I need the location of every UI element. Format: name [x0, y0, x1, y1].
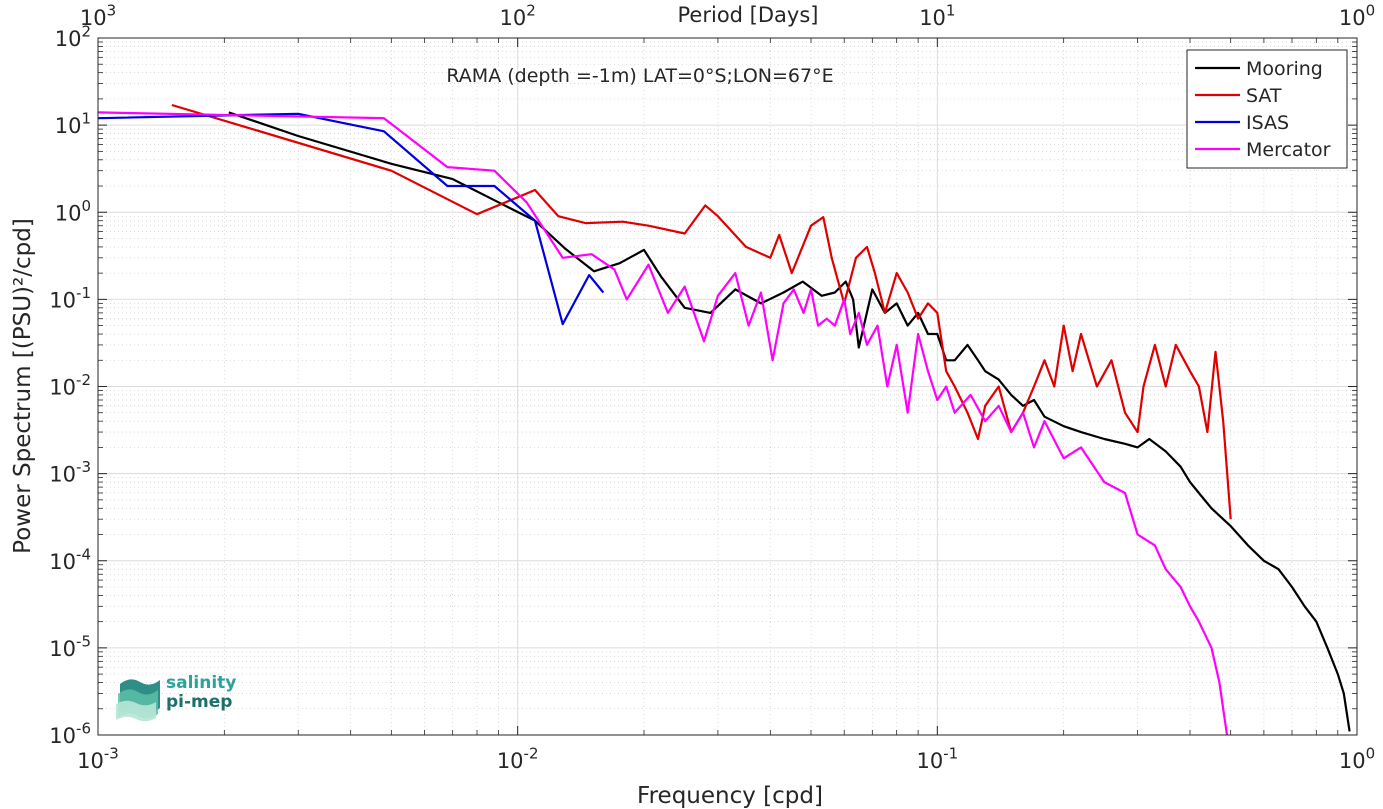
- series-line-sat: [171, 103, 1232, 520]
- x-axis-title: Frequency [cpd]: [637, 783, 823, 809]
- waves-logo-icon: [116, 679, 160, 722]
- y-tick-label: 100: [55, 197, 91, 225]
- logo-line2: pi-mep: [166, 692, 233, 712]
- x-tick-label: 100: [1339, 745, 1375, 773]
- y-tick-label: 101: [55, 110, 91, 138]
- logo-line1: salinity: [166, 673, 237, 693]
- legend: Mooring SAT ISAS Mercator: [1186, 49, 1348, 169]
- legend-label-mercator: Mercator: [1246, 139, 1331, 161]
- x-top-tick-label: 101: [919, 2, 955, 30]
- x-top-tick-label: 103: [80, 2, 116, 30]
- top-axis-title: Period [Days]: [678, 3, 819, 27]
- x-top-tick-label: 100: [1339, 2, 1375, 30]
- chart-title: RAMA (depth =-1m) LAT=0°S;LON=67°E: [446, 65, 833, 87]
- y-tick-label: 102: [55, 23, 91, 51]
- x-tick-label: 10-2: [497, 745, 539, 773]
- y-tick-label: 10-3: [49, 458, 91, 486]
- series-line-mercator: [97, 111, 1229, 736]
- y-tick-label: 10-2: [49, 371, 91, 399]
- legend-label-mooring: Mooring: [1246, 58, 1323, 80]
- y-tick-label: 10-5: [49, 632, 91, 660]
- legend-label-isas: ISAS: [1246, 112, 1289, 134]
- legend-label-sat: SAT: [1246, 85, 1282, 107]
- y-tick-label: 10-1: [49, 284, 91, 312]
- series-line-mooring: [228, 111, 1351, 732]
- series-line-isas: [97, 112, 605, 326]
- legend-box: [1186, 49, 1348, 169]
- x-tick-label: 10-1: [916, 745, 958, 773]
- y-tick-label: 10-6: [49, 720, 91, 748]
- salinity-pi-mep-logo: salinity pi-mep: [116, 672, 246, 722]
- x-tick-label: 10-3: [77, 745, 119, 773]
- y-tick-label: 10-4: [49, 545, 91, 573]
- x-top-tick-label: 102: [500, 2, 536, 30]
- y-axis-title: Power Spectrum [(PSU)²/cpd]: [10, 218, 36, 554]
